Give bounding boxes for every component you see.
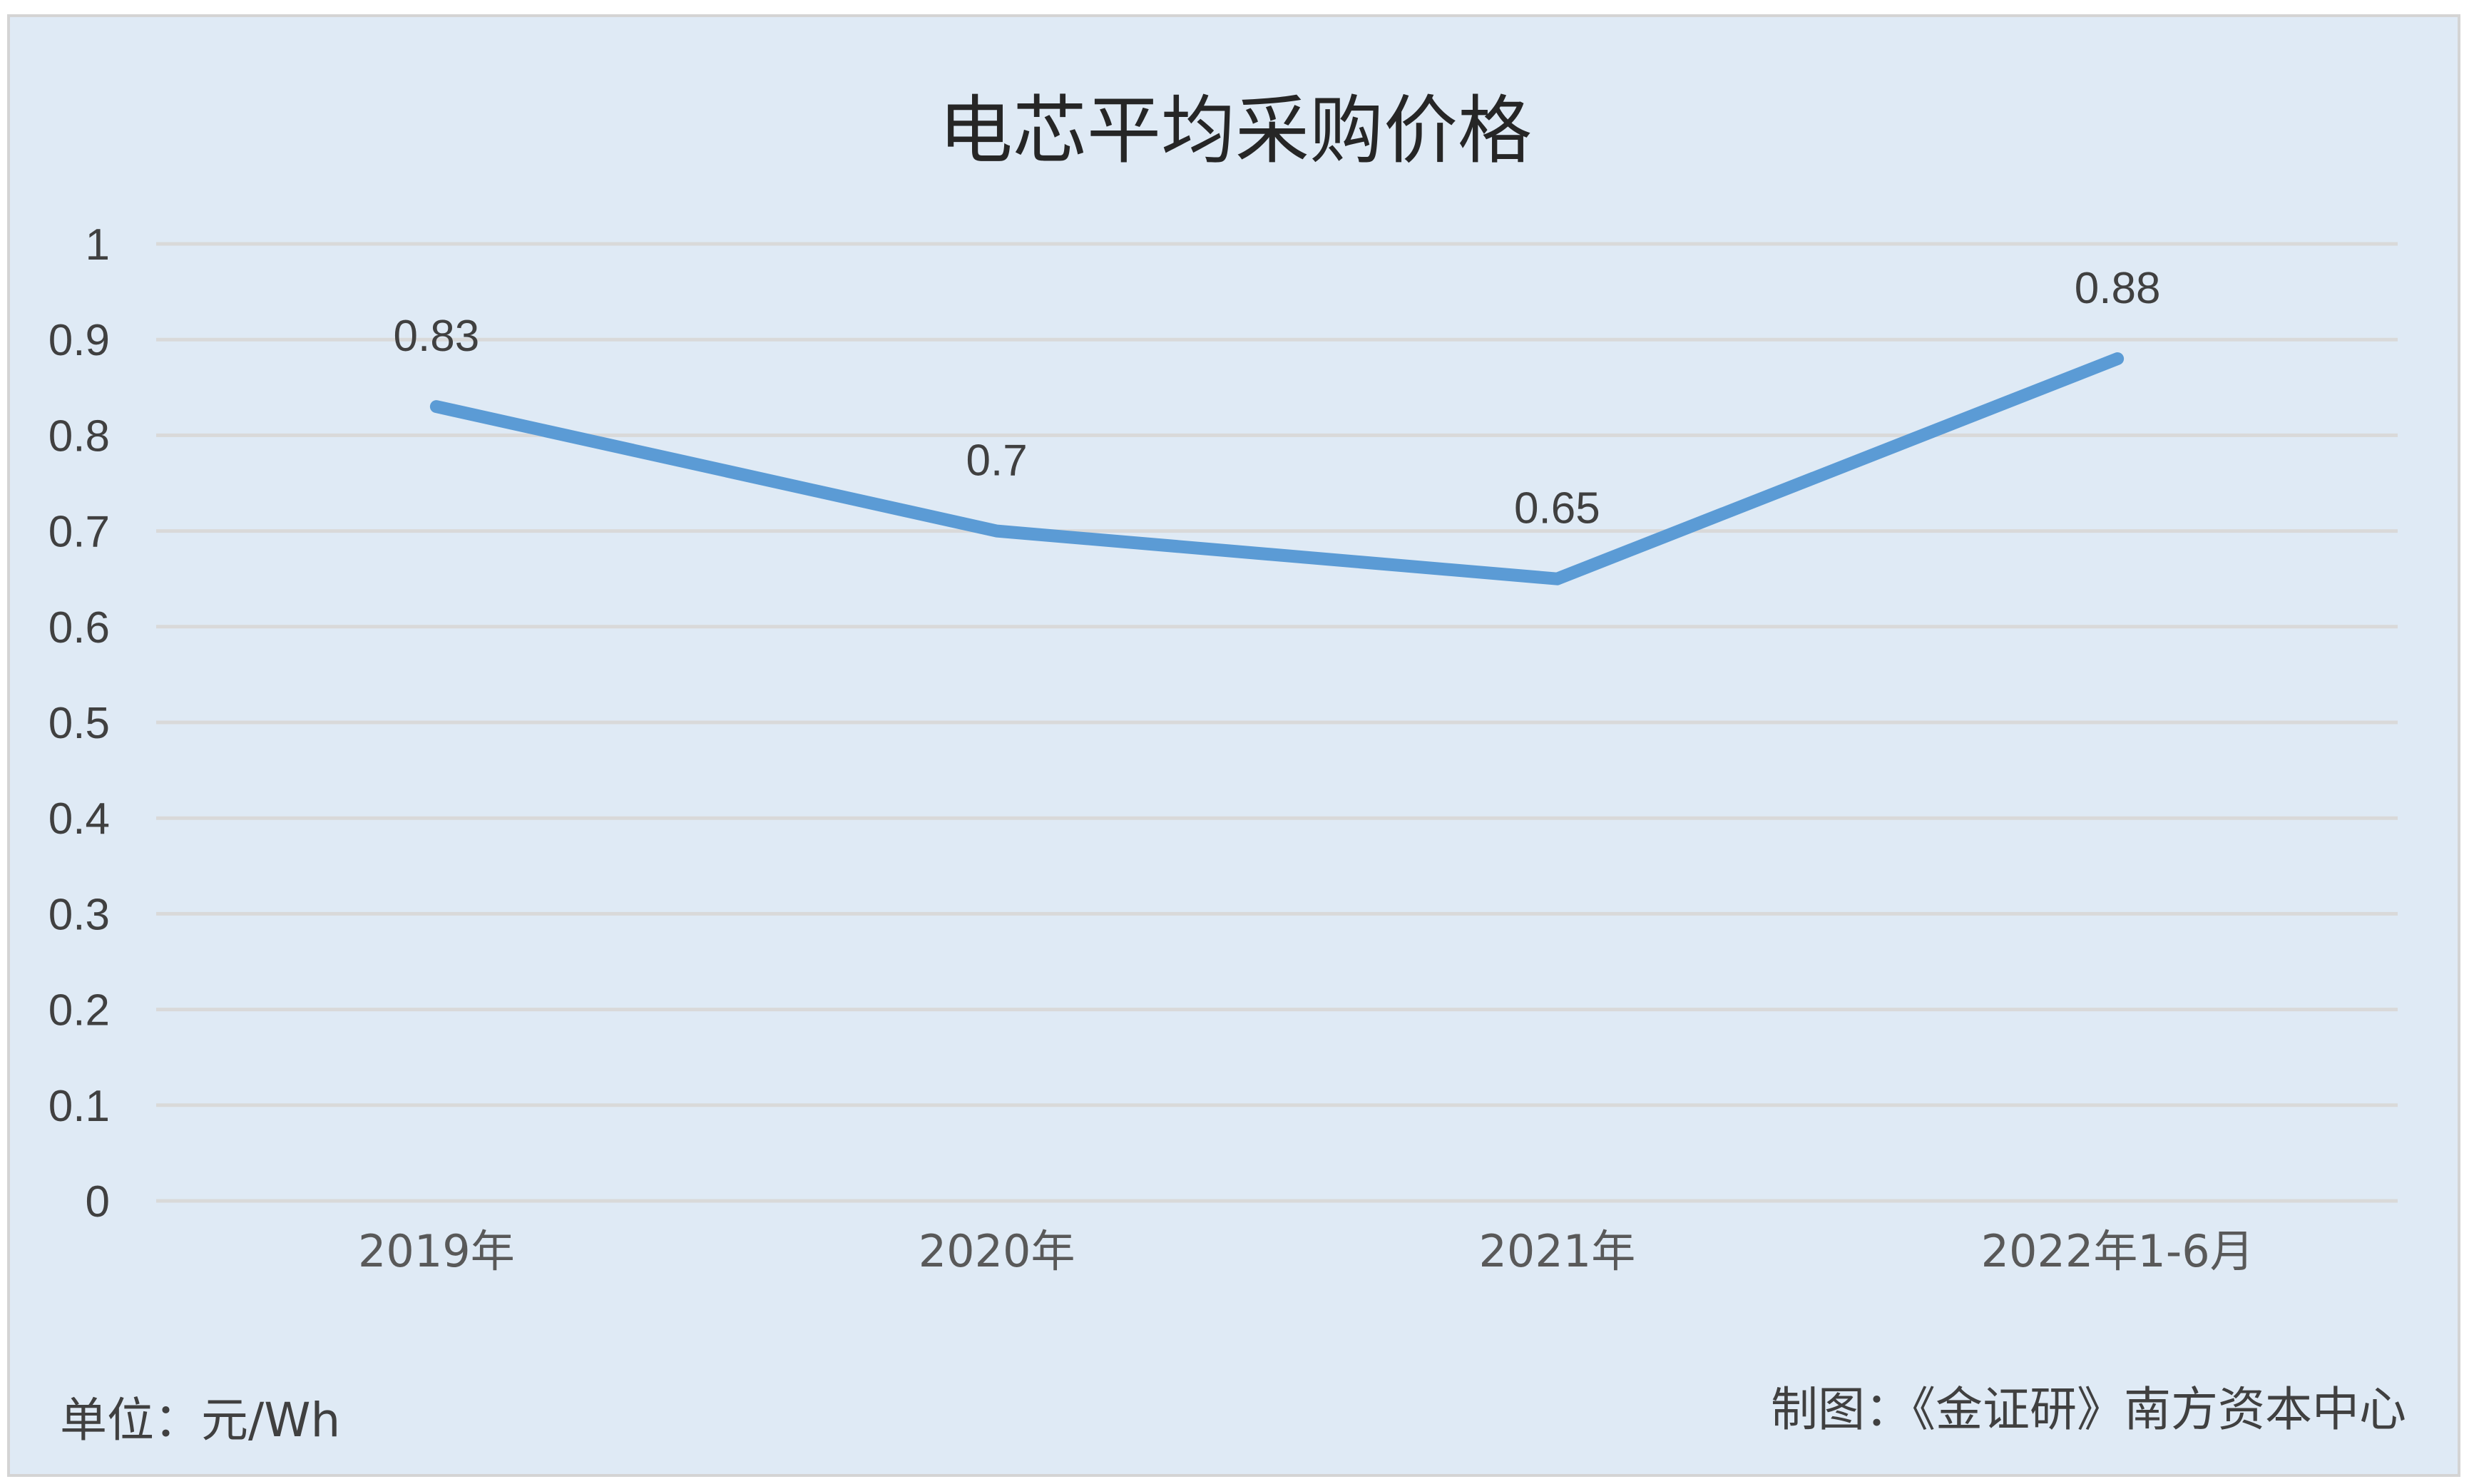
y-tick-label: 0.3 [48, 890, 110, 939]
y-tick-label: 0.5 [48, 699, 110, 748]
data-label: 0.7 [966, 436, 1028, 486]
x-category-label: 2019年 [358, 1225, 515, 1277]
x-axis-categories: 2019年 2020年 2021年 2022年1-6月 [358, 1225, 2254, 1277]
y-tick-label: 0.9 [48, 316, 110, 365]
y-tick-label: 1 [86, 220, 110, 270]
y-tick-label: 0 [86, 1177, 110, 1227]
y-tick-label: 0.1 [48, 1082, 110, 1131]
data-label: 0.65 [1514, 484, 1600, 533]
data-label: 0.83 [394, 312, 480, 361]
y-tick-label: 0.8 [48, 411, 110, 461]
line-chart: 电芯平均采购价格 0 0.1 0.2 0.3 0.4 0.5 0.6 0.7 0.8 0.9 1 2… [48, 87, 2406, 1448]
chart-frame: 电芯平均采购价格 0 0.1 0.2 0.3 0.4 0.5 0.6 0.7 0.8 0.9 1 2… [7, 14, 2460, 1477]
y-tick-label: 0.4 [48, 794, 110, 844]
source-note: 制图：《金证研》南方资本中心 [1771, 1382, 2406, 1437]
chart-title: 电芯平均采购价格 [939, 87, 1532, 174]
y-axis-ticks: 0 0.1 0.2 0.3 0.4 0.5 0.6 0.7 0.8 0.9 1 [48, 220, 110, 1227]
x-category-label: 2022年1-6月 [1981, 1225, 2254, 1277]
data-label: 0.88 [2075, 264, 2161, 313]
y-tick-label: 0.7 [48, 508, 110, 557]
data-labels: 0.83 0.7 0.65 0.88 [394, 264, 2161, 533]
unit-note: 单位：元/Wh [60, 1393, 340, 1448]
x-category-label: 2021年 [1478, 1225, 1635, 1277]
y-tick-label: 0.2 [48, 986, 110, 1035]
gridlines [156, 242, 2398, 1203]
series-line [429, 352, 2125, 585]
y-tick-label: 0.6 [48, 603, 110, 653]
x-category-label: 2020年 [919, 1225, 1075, 1277]
